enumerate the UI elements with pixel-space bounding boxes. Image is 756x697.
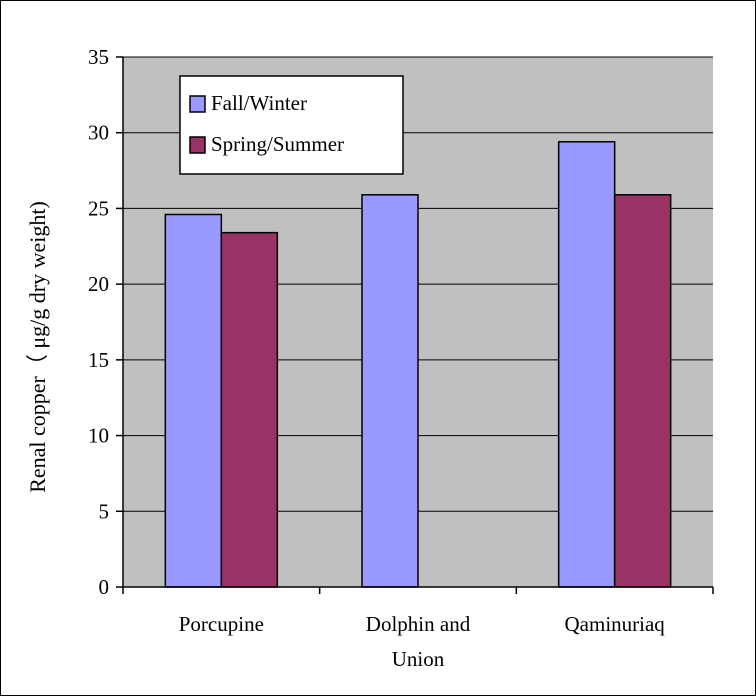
- bar-spring-summer-0: [220, 231, 279, 588]
- bar-fall-winter-2: [557, 141, 616, 588]
- legend-swatch: [189, 95, 206, 113]
- legend-label: Spring/Summer: [211, 132, 344, 156]
- bar-fall-winter-1: [361, 194, 419, 588]
- x-tick-label: Dolphin and: [366, 612, 471, 636]
- y-tick-label: 10: [88, 424, 109, 448]
- y-axis-title: Renal copper（ μg/g dry weight): [25, 201, 50, 493]
- legend-box: [179, 75, 404, 175]
- y-tick-label: 35: [88, 45, 109, 69]
- axes: [116, 56, 714, 594]
- x-tick-label: Porcupine: [179, 612, 264, 636]
- y-tick-label: 25: [88, 196, 109, 220]
- bar-spring-summer-2: [613, 194, 672, 588]
- y-tick-label: 20: [88, 272, 109, 296]
- y-tick-labels: 0 5 10 15 20 25 30 35: [88, 45, 109, 599]
- legend-label: Fall/Winter: [211, 91, 307, 115]
- y-tick-label: 30: [88, 121, 109, 145]
- bar-fall-winter-0: [164, 213, 223, 588]
- y-tick-label: 5: [99, 499, 110, 523]
- legend: Fall/Winter Spring/Summer: [179, 75, 404, 175]
- y-tick-label: 0: [99, 575, 110, 599]
- legend-swatch: [189, 136, 206, 154]
- x-tick-labels: Porcupine Dolphin and Union Qaminuriaq: [179, 612, 666, 671]
- x-tick-label: Union: [392, 647, 445, 671]
- x-tick-label: Qaminuriaq: [565, 612, 666, 636]
- y-tick-label: 15: [88, 348, 109, 372]
